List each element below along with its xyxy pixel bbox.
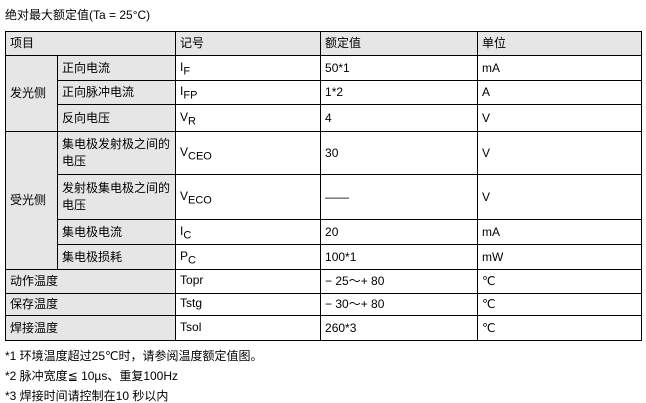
symbol-cell: PC [175,244,322,270]
item-cell: 发射极集电极之间的电压 [56,174,177,220]
item-cell: 集电极电流 [56,219,177,245]
item-cell: 集电极发射极之间的电压 [56,131,177,175]
symbol-base: V [180,109,189,124]
symbol-subscript: ECO [188,194,212,207]
symbol-base: V [180,188,189,203]
rating-cell: 100*1 [320,244,479,270]
symbol-base: I [180,223,184,238]
unit-cell: V [477,104,643,132]
symbol-base: P [180,248,189,263]
symbol-subscript: C [183,229,192,242]
symbol-cell: VR [175,104,322,132]
symbol-subscript: F [183,65,191,78]
rating-cell: 20 [320,219,479,245]
table-row: 发光侧 正向电流 IF 50*1 mA [5,55,643,132]
unit-cell: ℃ [477,293,643,316]
table-row: 正向脉冲电流 IFP 1*2 A [6,80,643,105]
rating-cell: 30 [320,131,479,175]
column-header-rating: 额定值 [320,31,479,56]
symbol-base: I [180,59,184,74]
table-row: 受光侧 集电极发射极之间的电压 VCEO 30 V [5,131,643,270]
page-title: 绝对最大额定值(Ta = 25°C) [5,8,151,22]
unit-cell: A [477,80,643,105]
column-header-unit: 单位 [477,31,643,56]
column-header-symbol: 记号 [175,31,322,56]
group-cell-emitter-side: 发光侧 [5,55,58,132]
footnotes: *1 环境温度超过25℃时，请参阅温度额定值图。 *2 脉冲宽度≦ 10µs、重… [5,346,646,403]
table-row: 反向电压 VR 4 V [6,104,643,132]
symbol-cell: VCEO [175,131,322,175]
table-row: 集电极损耗 PC 100*1 mW [6,244,643,270]
symbol-subscript: R [188,115,196,128]
item-cell: 正向脉冲电流 [56,80,177,105]
rating-cell: 260*3 [320,315,479,341]
item-cell: 焊接温度 [4,315,177,341]
table-row: 动作温度 Topr − 25～+ 80 ℃ [4,269,643,294]
item-cell: 正向电流 [56,55,177,81]
unit-cell: mW [477,244,643,270]
unit-cell: ℃ [477,269,643,294]
rating-cell: 50*1 [320,55,479,81]
rating-cell: 4 [320,104,479,132]
table-header-row: 项目 记号 额定值 单位 [4,31,643,56]
symbol-cell: IFP [175,80,322,105]
absolute-maximum-ratings-table: 项目 记号 额定值 单位 发光侧 正向电流 IF 50*1 mA 正向脉冲电流 … [4,31,643,341]
symbol-subscript: CEO [188,150,212,163]
unit-cell: mA [477,219,643,245]
symbol-cell: Tstg [175,293,322,316]
table-row: 集电极电流 IC 20 mA [6,219,643,245]
unit-cell: V [477,131,643,175]
item-cell: 保存温度 [4,293,177,316]
symbol-cell: Topr [175,269,322,294]
rating-cell: 1*2 [320,80,479,105]
table-row: 焊接温度 Tsol 260*3 ℃ [4,315,643,341]
symbol-base: Topr [180,273,204,288]
table-row: 保存温度 Tstg − 30～+ 80 ℃ [4,293,643,316]
item-cell: 集电极损耗 [56,244,177,270]
unit-cell: ℃ [477,315,643,341]
table-row: 发射极集电极之间的电压 VECO —— V [6,174,643,220]
group-cell-detector-side: 受光侧 [5,131,58,270]
rating-cell: − 30～+ 80 [320,293,479,316]
symbol-base: Tstg [180,296,203,311]
unit-cell: V [477,174,643,220]
rating-cell: − 25～+ 80 [320,269,479,294]
column-header-item: 项目 [4,31,177,56]
symbol-cell: Tsol [175,315,322,341]
symbol-subscript: C [188,254,196,267]
item-cell: 反向电压 [56,104,177,132]
symbol-base: Tsol [180,319,202,334]
symbol-cell: IF [175,55,322,81]
symbol-subscript: FP [183,89,198,102]
rating-cell: —— [320,174,479,220]
footnote-3: *3 焊接时间请控制在10 秒以内 [5,389,169,403]
item-cell: 动作温度 [4,269,177,294]
symbol-base: V [180,144,189,159]
footnote-2: *2 脉冲宽度≦ 10µs、重复100Hz [5,369,179,383]
symbol-base: I [180,84,184,99]
footnote-1: *1 环境温度超过25℃时，请参阅温度额定值图。 [5,349,263,363]
unit-cell: mA [477,55,643,81]
symbol-cell: IC [175,219,322,245]
symbol-cell: VECO [175,174,322,220]
